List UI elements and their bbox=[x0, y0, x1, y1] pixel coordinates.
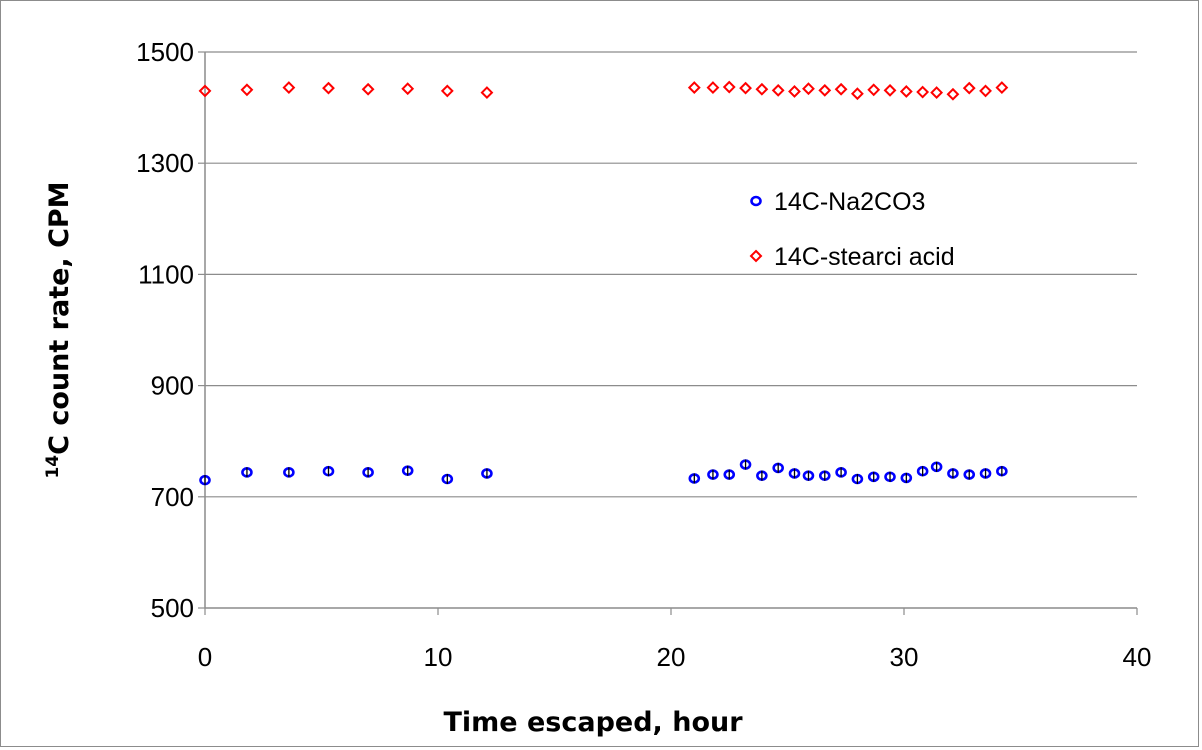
legend-entry-stearic-acid: 14C-stearci acid bbox=[749, 243, 955, 271]
data-point-stearic-acid bbox=[995, 81, 1009, 94]
data-point-stearic-acid bbox=[930, 86, 944, 100]
data-point-stearic-acid bbox=[440, 84, 454, 98]
axes bbox=[204, 52, 1137, 609]
legend-marker-diamond bbox=[749, 249, 763, 263]
x-tick-labels: 0 10 20 30 40 bbox=[198, 642, 1152, 672]
data-point-stearic-acid bbox=[899, 85, 913, 98]
legend-marker-circle bbox=[750, 195, 762, 207]
y-tick-label: 700 bbox=[151, 482, 194, 512]
data-point-stearic-acid bbox=[802, 82, 815, 96]
legend-label-na2co3: 14C-Na2CO3 bbox=[774, 188, 925, 216]
data-point-stearic-acid bbox=[322, 81, 335, 95]
y-axis-title-main: C count rate, CPM bbox=[44, 181, 75, 454]
x-tick-label: 30 bbox=[890, 642, 919, 672]
series-stearic-acid bbox=[198, 80, 1009, 101]
data-point-stearic-acid bbox=[883, 83, 897, 97]
x-tick-label: 10 bbox=[424, 642, 453, 672]
y-tick-label: 1100 bbox=[138, 259, 194, 289]
x-axis-title: Time escaped, hour bbox=[443, 707, 743, 738]
series-markers bbox=[198, 80, 1009, 486]
data-point-stearic-acid bbox=[867, 83, 881, 97]
data-point-stearic-acid bbox=[916, 85, 930, 99]
data-point-stearic-acid bbox=[361, 82, 375, 96]
y-axis-title-superscript: 14 bbox=[43, 455, 63, 479]
data-point-stearic-acid bbox=[706, 81, 720, 94]
x-tick-label: 0 bbox=[198, 642, 212, 672]
data-point-stearic-acid bbox=[850, 87, 864, 101]
data-point-stearic-acid bbox=[834, 82, 848, 96]
data-point-stearic-acid bbox=[282, 81, 296, 94]
data-point-stearic-acid bbox=[198, 84, 212, 98]
y-tick-label: 900 bbox=[151, 371, 194, 401]
y-tick-label: 1300 bbox=[136, 148, 194, 178]
legend-label-stearic-acid: 14C-stearci acid bbox=[774, 243, 955, 271]
data-point-stearic-acid bbox=[722, 80, 736, 94]
data-point-stearic-acid bbox=[979, 84, 992, 98]
x-tick-label: 40 bbox=[1123, 642, 1152, 672]
legend: 14C-Na2CO3 14C-stearci acid bbox=[749, 188, 955, 271]
legend-entry-na2co3: 14C-Na2CO3 bbox=[750, 188, 925, 216]
data-point-stearic-acid bbox=[687, 81, 701, 94]
data-point-stearic-acid bbox=[480, 86, 494, 100]
y-tick-label: 1500 bbox=[136, 37, 194, 67]
data-point-stearic-acid bbox=[946, 87, 960, 101]
gridlines bbox=[198, 51, 1138, 615]
data-point-stearic-acid bbox=[401, 82, 415, 96]
data-point-stearic-acid bbox=[739, 81, 752, 95]
y-tick-label: 500 bbox=[151, 593, 194, 623]
data-point-stearic-acid bbox=[962, 81, 976, 95]
data-point-stearic-acid bbox=[788, 85, 801, 98]
x-tick-label: 20 bbox=[657, 642, 686, 672]
y-axis-title: 14C count rate, CPM bbox=[43, 181, 75, 478]
data-point-stearic-acid bbox=[818, 83, 832, 97]
data-point-stearic-acid bbox=[240, 83, 254, 97]
data-point-stearic-acid bbox=[771, 83, 785, 97]
data-point-stearic-acid bbox=[755, 82, 769, 96]
series-na2co3 bbox=[199, 459, 1008, 486]
y-tick-labels: 500 700 900 1100 1300 1500 bbox=[136, 37, 194, 623]
